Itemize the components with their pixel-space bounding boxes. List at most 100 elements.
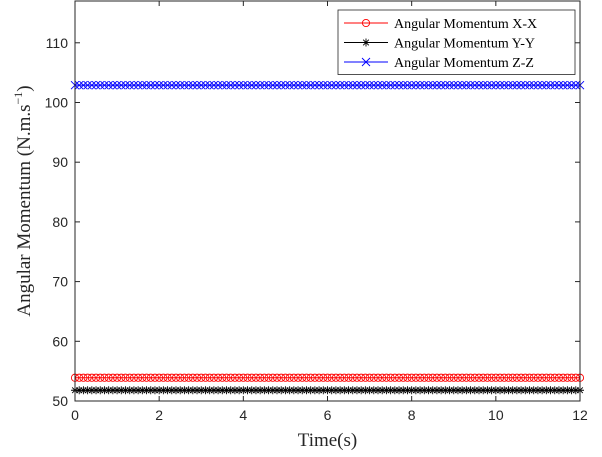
data-point [205, 386, 214, 395]
legend-label: Angular Momentum Z-Z [394, 56, 534, 71]
data-point [470, 80, 480, 90]
data-point [176, 373, 185, 382]
legend-marker [361, 57, 371, 67]
data-point [352, 386, 361, 395]
y-tick-label: 100 [45, 94, 69, 110]
data-point [239, 386, 248, 395]
data-point [79, 80, 88, 90]
data-point [255, 80, 265, 90]
data-point [323, 80, 332, 90]
data-point [180, 386, 189, 395]
data-point [121, 386, 130, 395]
data-point [138, 386, 147, 395]
data-point [79, 386, 88, 395]
data-point [344, 80, 353, 90]
data-point [517, 386, 526, 395]
data-point [218, 373, 227, 382]
data-point [138, 373, 147, 382]
data-point [180, 80, 189, 90]
data-point [163, 80, 172, 90]
data-point [285, 80, 294, 90]
data-point [302, 386, 311, 395]
data-point [441, 386, 450, 395]
y-axis-label: Angular Momentum (N.m.s−1) [11, 85, 35, 316]
data-point [521, 373, 530, 382]
data-point [235, 373, 244, 382]
data-point [340, 80, 349, 90]
data-point [550, 80, 560, 90]
data-point [273, 386, 281, 395]
data-point [466, 386, 475, 395]
data-point [348, 373, 357, 382]
data-point [411, 80, 421, 90]
data-point [424, 80, 433, 90]
data-point [462, 80, 471, 90]
data-point [319, 386, 328, 395]
data-point [289, 373, 298, 382]
data-point [420, 373, 429, 382]
data-point [222, 386, 231, 395]
data-point [277, 373, 286, 382]
data-point [205, 373, 214, 382]
data-point [91, 373, 101, 382]
data-point [377, 80, 387, 90]
data-point [357, 386, 366, 395]
data-point [256, 373, 265, 382]
data-point [327, 373, 336, 382]
data-point [167, 386, 176, 395]
data-point [243, 80, 252, 90]
data-point [496, 386, 505, 395]
data-point [416, 386, 425, 395]
data-point [563, 373, 572, 382]
data-point [129, 373, 138, 382]
data-point [243, 386, 252, 395]
data-point [264, 386, 273, 395]
data-point [538, 386, 547, 395]
data-point [92, 386, 101, 395]
data-point [449, 80, 459, 90]
data-point [163, 373, 172, 382]
data-point [285, 386, 294, 395]
data-point [462, 373, 471, 382]
data-point [336, 386, 345, 395]
data-point [243, 373, 252, 382]
data-point [142, 386, 151, 395]
data-point [428, 386, 437, 395]
data-point [133, 80, 143, 90]
data-point [390, 386, 399, 395]
data-point [567, 373, 576, 382]
data-point [457, 80, 467, 90]
data-point [264, 373, 273, 382]
data-point [415, 80, 425, 90]
data-point [445, 80, 454, 90]
data-point [352, 373, 362, 382]
data-point [214, 386, 223, 395]
data-point [87, 80, 97, 90]
data-point [386, 80, 395, 90]
data-point [150, 386, 159, 395]
data-point [483, 80, 492, 90]
data-point [298, 373, 307, 382]
data-point [458, 373, 467, 382]
data-point [336, 373, 345, 382]
data-point [146, 373, 155, 382]
data-point [365, 386, 374, 395]
data-point [276, 80, 286, 90]
data-point [272, 80, 282, 90]
data-point [113, 373, 122, 382]
data-point [504, 386, 513, 395]
data-point [403, 80, 412, 90]
data-point [369, 386, 378, 395]
data-point [554, 80, 564, 90]
data-point [226, 80, 236, 90]
data-point [491, 386, 500, 395]
data-point [478, 80, 488, 90]
y-axis-label-tail: ) [14, 85, 35, 91]
data-point [419, 80, 429, 90]
series-2 [71, 386, 584, 395]
data-point [315, 373, 324, 382]
data-point [108, 80, 118, 90]
data-point [180, 373, 189, 382]
data-point [104, 373, 113, 382]
